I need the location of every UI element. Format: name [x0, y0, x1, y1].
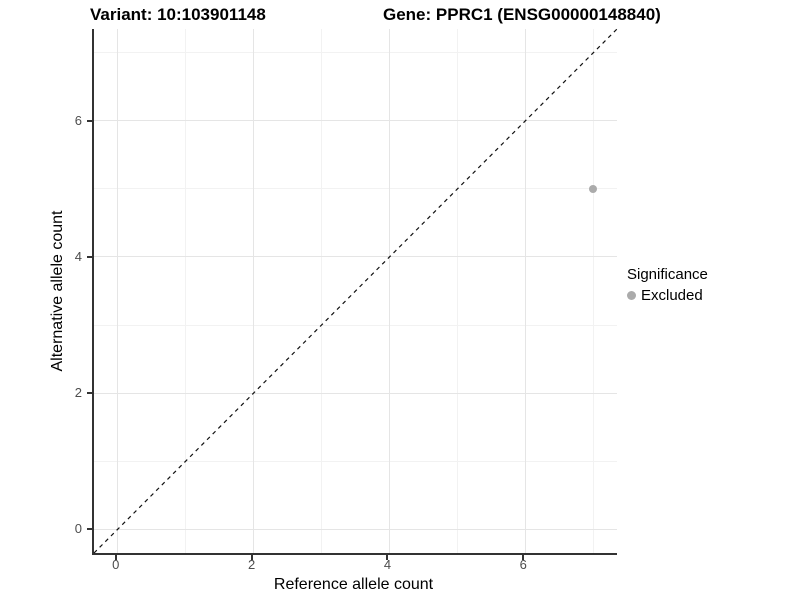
- gridline-minor-horizontal: [94, 324, 617, 326]
- gridline-minor-vertical: [456, 29, 458, 553]
- legend-point-swatch: [627, 291, 636, 300]
- plot-panel: [92, 28, 618, 555]
- x-axis-tick: [522, 555, 525, 560]
- gridline-major-horizontal: [94, 256, 617, 258]
- legend-item-label: Excluded: [641, 287, 703, 304]
- gridline-minor-vertical: [321, 29, 323, 553]
- y-axis-tick: [87, 119, 92, 122]
- x-tick-label: 4: [383, 557, 392, 572]
- data-point-excluded: [589, 184, 598, 193]
- x-axis-title: Reference allele count: [273, 576, 434, 593]
- y-axis-tick: [87, 528, 92, 531]
- legend-title: Significance: [627, 266, 708, 283]
- gridline-minor-vertical: [185, 29, 187, 553]
- plot-title-variant: Variant: 10:103901148: [90, 5, 266, 24]
- gridline-major-vertical: [524, 29, 526, 553]
- legend: Significance Excluded: [627, 266, 708, 304]
- y-tick-label: 0: [74, 521, 82, 537]
- gridline-major-vertical: [117, 29, 119, 553]
- y-tick-label: 2: [74, 385, 82, 401]
- y-axis-tick: [87, 392, 92, 395]
- gridline-minor-vertical: [592, 29, 594, 553]
- x-tick-label: 2: [247, 557, 256, 572]
- x-axis-tick: [386, 555, 389, 560]
- x-tick-label: 6: [519, 557, 527, 572]
- gridline-minor-horizontal: [94, 52, 617, 54]
- gridline-major-horizontal: [94, 528, 617, 530]
- gridline-major-horizontal: [94, 392, 617, 394]
- x-tick-label: 0: [112, 557, 120, 572]
- y-tick-label: 4: [74, 248, 82, 264]
- x-axis-tick: [250, 555, 253, 560]
- identity-reference-line: [93, 28, 618, 554]
- gridline-major-horizontal: [94, 120, 617, 122]
- gridline-major-vertical: [388, 29, 390, 553]
- x-axis-tick: [114, 555, 117, 560]
- y-tick-label: 6: [74, 112, 82, 128]
- gridline-minor-horizontal: [94, 188, 617, 190]
- y-axis-tick: [87, 255, 92, 258]
- gridline-minor-horizontal: [94, 460, 617, 462]
- y-axis-title: Alternative allele count: [49, 210, 66, 372]
- plot-title-gene: Gene: PPRC1 (ENSG00000148840): [383, 5, 661, 24]
- legend-item-excluded: Excluded: [627, 287, 708, 304]
- gridline-major-vertical: [253, 29, 255, 553]
